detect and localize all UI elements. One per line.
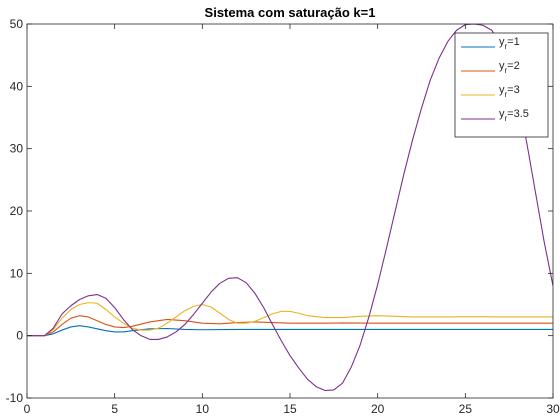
- legend-label: yr=3.5: [499, 108, 529, 123]
- y-tick-label: 20: [10, 204, 24, 218]
- legend-label: yr=2: [499, 60, 520, 75]
- x-tick-label: 5: [111, 402, 118, 416]
- x-tick-label: 25: [459, 402, 473, 416]
- x-tick-label: 0: [24, 402, 31, 416]
- y-tick-label: 30: [10, 142, 24, 156]
- series-line-4: [27, 24, 553, 392]
- series-line-3: [27, 302, 553, 337]
- y-tick-label: -10: [6, 391, 24, 405]
- legend-label: yr=3: [499, 84, 520, 99]
- x-tick-label: 20: [371, 402, 385, 416]
- x-tick-label: 10: [196, 402, 210, 416]
- y-tick-label: 0: [16, 329, 23, 343]
- x-tick-label: 15: [283, 402, 297, 416]
- y-tick-label: 50: [10, 17, 24, 31]
- series-line-2: [27, 315, 553, 337]
- legend-label: yr=1: [499, 36, 520, 51]
- series-layer: [27, 24, 553, 392]
- legend-box: [454, 32, 549, 138]
- y-tick-label: 40: [10, 79, 24, 93]
- legend: yr=1 yr=2 yr=3 yr=3.5: [454, 32, 549, 138]
- x-tick-label: 30: [546, 402, 560, 416]
- y-tick-label: 10: [10, 266, 24, 280]
- series-line-1: [27, 325, 553, 337]
- chart-title: Sistema com saturação k=1: [205, 5, 376, 20]
